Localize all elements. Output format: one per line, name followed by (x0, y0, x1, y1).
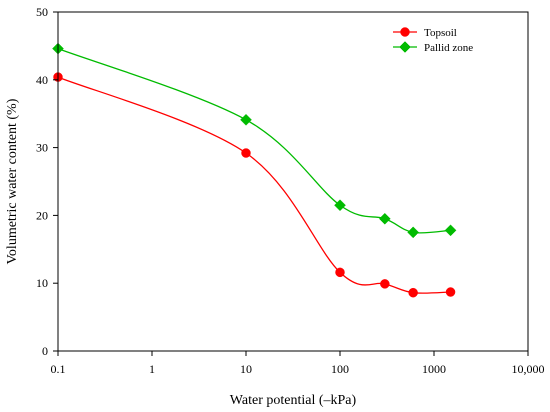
y-tick-label: 30 (36, 141, 48, 155)
y-tick-label: 40 (36, 73, 48, 87)
data-point-topsoil (335, 267, 345, 278)
y-tick-label: 0 (42, 344, 48, 358)
x-tick-label: 100 (331, 362, 349, 376)
data-point-topsoil (408, 287, 418, 298)
y-axis-label: Volumetric water content (%) (5, 98, 20, 264)
plot-area (52, 42, 457, 298)
data-point-pallid-zone (240, 113, 252, 126)
series-line-pallid-zone (57, 48, 451, 234)
data-point-topsoil (241, 148, 251, 158)
x-tick-label: 0.1 (51, 362, 66, 376)
data-point-pallid-zone (444, 224, 457, 237)
x-tick-label: 10 (240, 362, 252, 376)
data-point-pallid-zone (334, 199, 346, 212)
y-tick-label: 10 (36, 276, 48, 290)
legend-marker-topsoil (400, 27, 410, 37)
series-pallid-zone (52, 42, 457, 239)
x-tick-label: 10,000 (512, 362, 545, 376)
legend-marker-pallid-zone (399, 41, 411, 53)
y-tick-label: 50 (36, 5, 48, 19)
plot-frame (57, 11, 529, 352)
axes: 0.1 1 10 100 1000 10,000 0 10 20 30 40 50 (36, 5, 545, 376)
x-tick-label: 1 (149, 362, 155, 376)
data-point-topsoil (445, 287, 456, 297)
data-point-pallid-zone (378, 212, 391, 225)
data-point-pallid-zone (407, 226, 419, 239)
series-line-topsoil (57, 76, 451, 294)
y-tick-label: 20 (36, 208, 48, 222)
legend-label-pallid-zone: Pallid zone (424, 42, 473, 54)
series-topsoil (53, 72, 456, 298)
x-tick-label: 1000 (422, 362, 446, 376)
legend: Topsoil Pallid zone (393, 27, 473, 54)
legend-label-topsoil: Topsoil (424, 27, 457, 39)
data-point-topsoil (380, 279, 390, 289)
x-axis-label: Water potential (–kPa) (230, 393, 357, 408)
